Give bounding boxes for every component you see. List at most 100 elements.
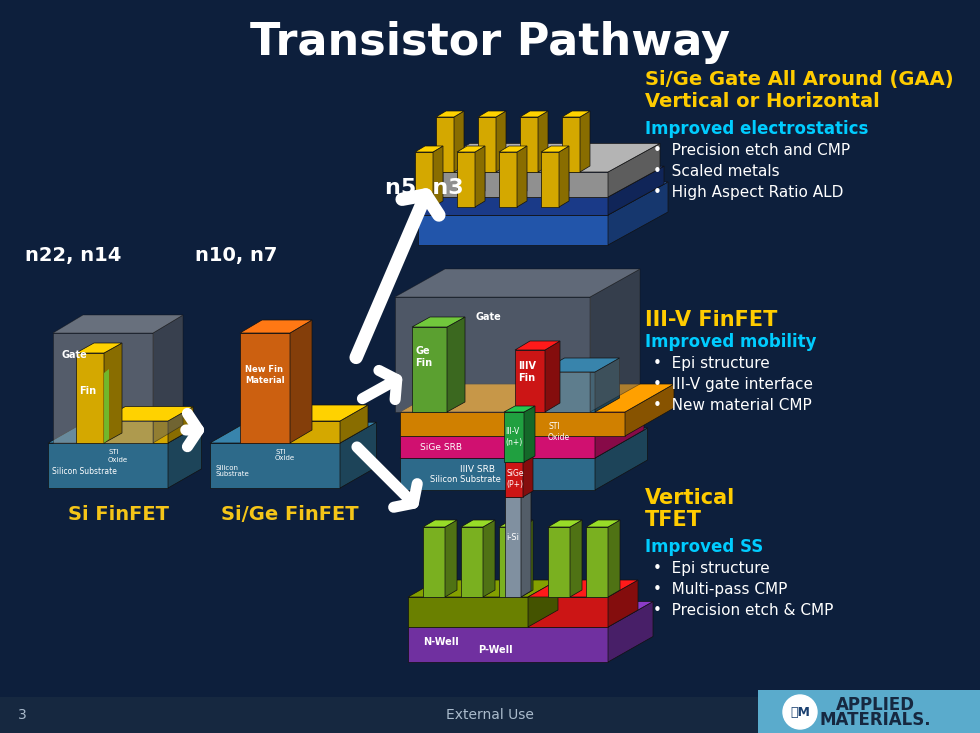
Text: SiGe
(P+): SiGe (P+) [506, 469, 523, 489]
Text: •  Epi structure: • Epi structure [653, 561, 769, 576]
Polygon shape [475, 146, 485, 207]
Polygon shape [608, 182, 668, 245]
Polygon shape [608, 602, 653, 662]
Bar [499, 162, 517, 197]
Polygon shape [436, 111, 464, 117]
Text: N-Well: N-Well [423, 637, 459, 647]
Polygon shape [541, 156, 569, 162]
Polygon shape [400, 384, 674, 412]
Text: ⒶM: ⒶM [790, 705, 809, 718]
Polygon shape [520, 111, 548, 117]
Text: Silicon Substrate: Silicon Substrate [430, 476, 501, 485]
Polygon shape [538, 111, 548, 172]
Polygon shape [415, 146, 443, 152]
Polygon shape [580, 111, 590, 172]
Text: External Use: External Use [446, 708, 534, 722]
Polygon shape [496, 156, 506, 197]
Bar [400, 458, 595, 490]
Text: III-V
(n+): III-V (n+) [505, 427, 522, 446]
Bar [210, 443, 340, 488]
Text: •  Scaled metals: • Scaled metals [653, 164, 780, 179]
Polygon shape [168, 407, 193, 443]
Polygon shape [433, 146, 443, 207]
Text: n10, n7: n10, n7 [195, 246, 277, 265]
Text: n22, n14: n22, n14 [25, 246, 122, 265]
Text: APPLIED: APPLIED [836, 696, 914, 714]
Text: III-V FinFET: III-V FinFET [645, 310, 777, 330]
Bar [100, 421, 168, 443]
Polygon shape [433, 156, 443, 197]
Bar [418, 172, 608, 197]
Text: Gate: Gate [475, 312, 501, 322]
Bar [586, 527, 608, 597]
Bar [520, 117, 538, 172]
Bar [436, 117, 454, 172]
Text: Improved mobility: Improved mobility [645, 333, 816, 351]
Text: Silicon Substrate: Silicon Substrate [52, 466, 117, 476]
Bar [395, 297, 590, 412]
Bar [461, 527, 483, 597]
Polygon shape [608, 144, 660, 197]
Polygon shape [559, 156, 569, 197]
Polygon shape [499, 156, 527, 162]
Polygon shape [53, 315, 183, 333]
Circle shape [783, 695, 817, 729]
Text: •  High Aspect Ratio ALD: • High Aspect Ratio ALD [653, 185, 844, 200]
Polygon shape [457, 156, 485, 162]
Polygon shape [570, 520, 582, 597]
Text: SiGe SRB: SiGe SRB [420, 443, 462, 452]
Bar [505, 462, 523, 497]
Text: IIIV
Fin: IIIV Fin [518, 361, 536, 383]
Polygon shape [505, 491, 531, 497]
Bar [418, 215, 608, 245]
Polygon shape [548, 520, 582, 527]
Polygon shape [447, 317, 465, 412]
Polygon shape [340, 405, 368, 443]
Bar [541, 152, 559, 207]
Polygon shape [461, 520, 495, 527]
Polygon shape [608, 520, 620, 597]
Bar [436, 162, 454, 197]
Bar [478, 117, 496, 172]
Bar [408, 597, 528, 627]
Text: Si FinFET: Si FinFET [68, 506, 169, 525]
Text: New Fin
Material: New Fin Material [245, 365, 284, 385]
Polygon shape [400, 408, 644, 436]
Polygon shape [520, 156, 548, 162]
Polygon shape [562, 156, 590, 162]
Polygon shape [418, 144, 660, 172]
Bar [48, 443, 168, 488]
Bar [400, 412, 625, 436]
Polygon shape [545, 341, 560, 412]
Polygon shape [423, 520, 457, 527]
Polygon shape [528, 580, 558, 627]
Bar [499, 527, 521, 597]
Polygon shape [445, 520, 457, 597]
Polygon shape [104, 369, 109, 443]
Polygon shape [454, 156, 464, 197]
Polygon shape [104, 343, 122, 443]
Bar [0, 697, 980, 733]
Text: STI
Oxide: STI Oxide [275, 449, 295, 462]
Polygon shape [76, 343, 122, 353]
Polygon shape [517, 156, 527, 197]
Bar [408, 627, 608, 662]
Polygon shape [48, 424, 202, 443]
Polygon shape [395, 269, 640, 297]
Bar [418, 197, 608, 215]
Polygon shape [475, 156, 485, 197]
Polygon shape [483, 520, 495, 597]
Bar [400, 436, 595, 458]
Polygon shape [595, 428, 648, 490]
Polygon shape [412, 317, 465, 327]
Polygon shape [504, 406, 535, 412]
Bar [415, 162, 433, 197]
Text: 3: 3 [18, 708, 26, 722]
Bar [478, 162, 496, 197]
Text: •  New material CMP: • New material CMP [653, 398, 811, 413]
Bar [265, 421, 340, 443]
Polygon shape [100, 407, 193, 421]
Bar [457, 152, 475, 207]
Bar [540, 372, 595, 412]
Bar [520, 162, 538, 197]
